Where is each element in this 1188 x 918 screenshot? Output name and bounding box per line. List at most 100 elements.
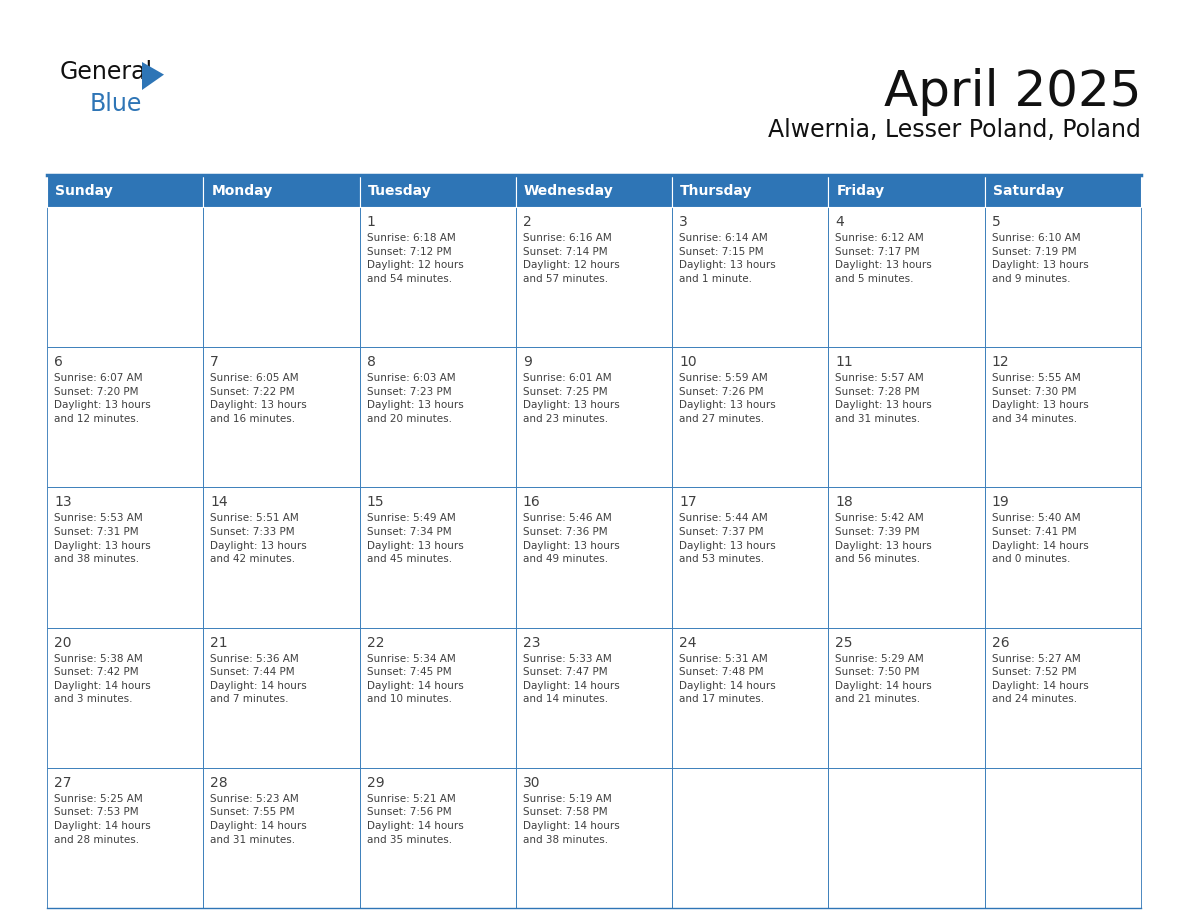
Text: 23: 23	[523, 635, 541, 650]
Text: Sunrise: 5:42 AM
Sunset: 7:39 PM
Daylight: 13 hours
and 56 minutes.: Sunrise: 5:42 AM Sunset: 7:39 PM Dayligh…	[835, 513, 933, 565]
Bar	[672, 487, 828, 628]
Bar	[516, 487, 672, 628]
Text: Sunrise: 5:38 AM
Sunset: 7:42 PM
Daylight: 14 hours
and 3 minutes.: Sunrise: 5:38 AM Sunset: 7:42 PM Dayligh…	[53, 654, 151, 704]
Bar	[203, 767, 360, 908]
Text: Blue: Blue	[90, 92, 143, 116]
Bar	[672, 347, 828, 487]
Text: Wednesday: Wednesday	[524, 184, 614, 198]
Text: Sunrise: 6:10 AM
Sunset: 7:19 PM
Daylight: 13 hours
and 9 minutes.: Sunrise: 6:10 AM Sunset: 7:19 PM Dayligh…	[992, 233, 1088, 284]
Text: Sunrise: 5:49 AM
Sunset: 7:34 PM
Daylight: 13 hours
and 45 minutes.: Sunrise: 5:49 AM Sunset: 7:34 PM Dayligh…	[367, 513, 463, 565]
Text: 4: 4	[835, 215, 845, 229]
Bar	[985, 207, 1140, 347]
Text: Sunrise: 6:05 AM
Sunset: 7:22 PM
Daylight: 13 hours
and 16 minutes.: Sunrise: 6:05 AM Sunset: 7:22 PM Dayligh…	[210, 374, 307, 424]
Text: Sunrise: 5:40 AM
Sunset: 7:41 PM
Daylight: 14 hours
and 0 minutes.: Sunrise: 5:40 AM Sunset: 7:41 PM Dayligh…	[992, 513, 1088, 565]
Bar	[828, 767, 985, 908]
Bar	[828, 175, 985, 207]
Bar	[360, 767, 516, 908]
Text: 18: 18	[835, 496, 853, 509]
Text: 15: 15	[367, 496, 384, 509]
Bar	[516, 175, 672, 207]
Text: 22: 22	[367, 635, 384, 650]
Bar	[985, 628, 1140, 767]
Text: 19: 19	[992, 496, 1010, 509]
Bar	[48, 767, 203, 908]
Text: 3: 3	[680, 215, 688, 229]
Text: Sunrise: 6:07 AM
Sunset: 7:20 PM
Daylight: 13 hours
and 12 minutes.: Sunrise: 6:07 AM Sunset: 7:20 PM Dayligh…	[53, 374, 151, 424]
Text: 14: 14	[210, 496, 228, 509]
Text: 29: 29	[367, 776, 384, 789]
Text: Sunrise: 5:19 AM
Sunset: 7:58 PM
Daylight: 14 hours
and 38 minutes.: Sunrise: 5:19 AM Sunset: 7:58 PM Dayligh…	[523, 794, 620, 845]
Text: Alwernia, Lesser Poland, Poland: Alwernia, Lesser Poland, Poland	[769, 118, 1140, 142]
Text: Friday: Friday	[836, 184, 885, 198]
Bar	[516, 628, 672, 767]
Bar	[203, 487, 360, 628]
Polygon shape	[143, 62, 164, 90]
Bar	[48, 207, 203, 347]
Bar	[48, 487, 203, 628]
Text: 25: 25	[835, 635, 853, 650]
Text: Sunrise: 5:21 AM
Sunset: 7:56 PM
Daylight: 14 hours
and 35 minutes.: Sunrise: 5:21 AM Sunset: 7:56 PM Dayligh…	[367, 794, 463, 845]
Text: Sunrise: 5:57 AM
Sunset: 7:28 PM
Daylight: 13 hours
and 31 minutes.: Sunrise: 5:57 AM Sunset: 7:28 PM Dayligh…	[835, 374, 933, 424]
Bar	[360, 175, 516, 207]
Bar	[985, 767, 1140, 908]
Text: Thursday: Thursday	[681, 184, 753, 198]
Text: Sunday: Sunday	[55, 184, 113, 198]
Text: Sunrise: 5:36 AM
Sunset: 7:44 PM
Daylight: 14 hours
and 7 minutes.: Sunrise: 5:36 AM Sunset: 7:44 PM Dayligh…	[210, 654, 307, 704]
Text: Sunrise: 5:53 AM
Sunset: 7:31 PM
Daylight: 13 hours
and 38 minutes.: Sunrise: 5:53 AM Sunset: 7:31 PM Dayligh…	[53, 513, 151, 565]
Bar	[516, 207, 672, 347]
Bar	[516, 767, 672, 908]
Text: 28: 28	[210, 776, 228, 789]
Text: Sunrise: 5:29 AM
Sunset: 7:50 PM
Daylight: 14 hours
and 21 minutes.: Sunrise: 5:29 AM Sunset: 7:50 PM Dayligh…	[835, 654, 933, 704]
Text: 2: 2	[523, 215, 531, 229]
Text: 10: 10	[680, 355, 697, 369]
Text: 5: 5	[992, 215, 1000, 229]
Bar	[203, 175, 360, 207]
Text: Sunrise: 5:34 AM
Sunset: 7:45 PM
Daylight: 14 hours
and 10 minutes.: Sunrise: 5:34 AM Sunset: 7:45 PM Dayligh…	[367, 654, 463, 704]
Bar	[48, 175, 203, 207]
Bar	[48, 628, 203, 767]
Text: 11: 11	[835, 355, 853, 369]
Text: Tuesday: Tuesday	[367, 184, 431, 198]
Bar	[516, 347, 672, 487]
Text: 7: 7	[210, 355, 219, 369]
Text: Sunrise: 6:18 AM
Sunset: 7:12 PM
Daylight: 12 hours
and 54 minutes.: Sunrise: 6:18 AM Sunset: 7:12 PM Dayligh…	[367, 233, 463, 284]
Text: Monday: Monday	[211, 184, 272, 198]
Text: Sunrise: 6:12 AM
Sunset: 7:17 PM
Daylight: 13 hours
and 5 minutes.: Sunrise: 6:12 AM Sunset: 7:17 PM Dayligh…	[835, 233, 933, 284]
Text: Sunrise: 5:59 AM
Sunset: 7:26 PM
Daylight: 13 hours
and 27 minutes.: Sunrise: 5:59 AM Sunset: 7:26 PM Dayligh…	[680, 374, 776, 424]
Bar	[828, 628, 985, 767]
Text: Sunrise: 5:44 AM
Sunset: 7:37 PM
Daylight: 13 hours
and 53 minutes.: Sunrise: 5:44 AM Sunset: 7:37 PM Dayligh…	[680, 513, 776, 565]
Text: 20: 20	[53, 635, 71, 650]
Bar	[203, 628, 360, 767]
Text: 24: 24	[680, 635, 696, 650]
Bar	[672, 767, 828, 908]
Text: Sunrise: 5:25 AM
Sunset: 7:53 PM
Daylight: 14 hours
and 28 minutes.: Sunrise: 5:25 AM Sunset: 7:53 PM Dayligh…	[53, 794, 151, 845]
Bar	[985, 347, 1140, 487]
Bar	[360, 347, 516, 487]
Text: General: General	[61, 60, 153, 84]
Text: Sunrise: 6:01 AM
Sunset: 7:25 PM
Daylight: 13 hours
and 23 minutes.: Sunrise: 6:01 AM Sunset: 7:25 PM Dayligh…	[523, 374, 620, 424]
Text: Sunrise: 5:31 AM
Sunset: 7:48 PM
Daylight: 14 hours
and 17 minutes.: Sunrise: 5:31 AM Sunset: 7:48 PM Dayligh…	[680, 654, 776, 704]
Text: 27: 27	[53, 776, 71, 789]
Text: 6: 6	[53, 355, 63, 369]
Text: 8: 8	[367, 355, 375, 369]
Text: Sunrise: 6:16 AM
Sunset: 7:14 PM
Daylight: 12 hours
and 57 minutes.: Sunrise: 6:16 AM Sunset: 7:14 PM Dayligh…	[523, 233, 620, 284]
Bar	[985, 175, 1140, 207]
Text: Sunrise: 5:51 AM
Sunset: 7:33 PM
Daylight: 13 hours
and 42 minutes.: Sunrise: 5:51 AM Sunset: 7:33 PM Dayligh…	[210, 513, 307, 565]
Text: 30: 30	[523, 776, 541, 789]
Text: Sunrise: 5:23 AM
Sunset: 7:55 PM
Daylight: 14 hours
and 31 minutes.: Sunrise: 5:23 AM Sunset: 7:55 PM Dayligh…	[210, 794, 307, 845]
Text: Sunrise: 6:03 AM
Sunset: 7:23 PM
Daylight: 13 hours
and 20 minutes.: Sunrise: 6:03 AM Sunset: 7:23 PM Dayligh…	[367, 374, 463, 424]
Text: 12: 12	[992, 355, 1010, 369]
Text: 17: 17	[680, 496, 697, 509]
Text: Sunrise: 5:33 AM
Sunset: 7:47 PM
Daylight: 14 hours
and 14 minutes.: Sunrise: 5:33 AM Sunset: 7:47 PM Dayligh…	[523, 654, 620, 704]
Text: Sunrise: 5:55 AM
Sunset: 7:30 PM
Daylight: 13 hours
and 34 minutes.: Sunrise: 5:55 AM Sunset: 7:30 PM Dayligh…	[992, 374, 1088, 424]
Bar	[672, 207, 828, 347]
Bar	[360, 207, 516, 347]
Bar	[203, 347, 360, 487]
Bar	[828, 487, 985, 628]
Text: 1: 1	[367, 215, 375, 229]
Bar	[985, 487, 1140, 628]
Text: Saturday: Saturday	[993, 184, 1063, 198]
Text: 26: 26	[992, 635, 1010, 650]
Text: 9: 9	[523, 355, 532, 369]
Bar	[48, 347, 203, 487]
